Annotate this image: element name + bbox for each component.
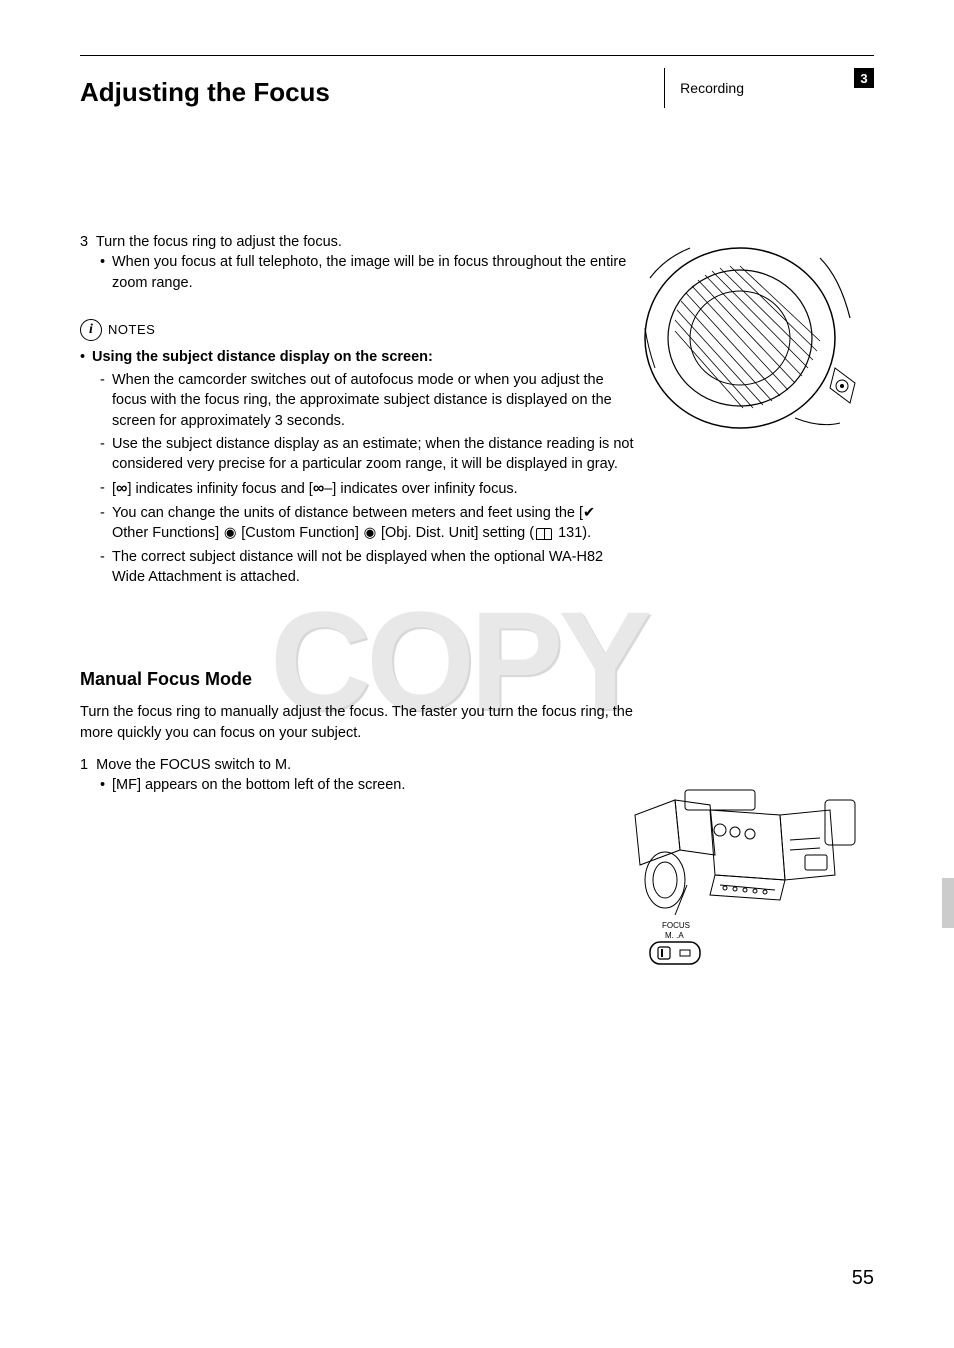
- notes-item: When the camcorder switches out of autof…: [100, 370, 635, 431]
- ma-label: M. .A: [665, 931, 684, 940]
- page-number: 55: [852, 1267, 874, 1290]
- camera-illustration: FOCUS M. .A: [620, 750, 872, 985]
- manual-focus-heading: Manual Focus Mode: [80, 667, 635, 692]
- header-right: Recording 3: [664, 68, 874, 108]
- step-text-body: Turn the focus ring to adjust the focus.: [96, 234, 342, 250]
- step-text: 1 Move the FOCUS switch to M.: [80, 755, 635, 775]
- notes-heading-bullet: Using the subject distance display on th…: [80, 347, 635, 367]
- page-header: Adjusting the Focus Recording 3: [80, 55, 874, 108]
- info-icon: i: [80, 319, 102, 341]
- wrench-icon: ✔: [583, 505, 595, 521]
- notes-item: [∞] indicates infinity focus and [∞–] in…: [100, 478, 635, 500]
- header-category: Recording: [680, 80, 874, 96]
- nav-icon: ◉: [223, 527, 237, 541]
- lens-illustration: [640, 228, 870, 438]
- notes-label: NOTES: [108, 321, 155, 339]
- book-icon: [536, 528, 552, 540]
- step-number: 3: [80, 234, 88, 250]
- infinity-minus-icon: ∞: [313, 480, 324, 497]
- step-bullet: [MF] appears on the bottom left of the s…: [100, 775, 635, 795]
- focus-label: FOCUS: [662, 921, 690, 930]
- step-bullet: When you focus at full telephoto, the im…: [100, 252, 635, 293]
- notes-item: You can change the units of distance bet…: [100, 503, 635, 544]
- page-title: Adjusting the Focus: [80, 77, 330, 108]
- step-number: 1: [80, 757, 88, 773]
- notes-item: Use the subject distance display as an e…: [100, 434, 635, 475]
- chapter-badge: 3: [854, 68, 874, 88]
- notes-header: i NOTES: [80, 319, 635, 341]
- step-text-body: Move the FOCUS switch to M.: [96, 757, 291, 773]
- infinity-icon: ∞: [116, 480, 127, 497]
- step-3: 3 Turn the focus ring to adjust the focu…: [80, 232, 635, 293]
- manual-focus-para: Turn the focus ring to manually adjust t…: [80, 702, 635, 743]
- header-divider: [664, 68, 665, 108]
- nav-icon: ◉: [363, 527, 377, 541]
- step-text: 3 Turn the focus ring to adjust the focu…: [80, 232, 635, 252]
- notes-heading: Using the subject distance display on th…: [92, 349, 433, 365]
- notes-item: The correct subject distance will not be…: [100, 547, 635, 588]
- step-1: 1 Move the FOCUS switch to M. [MF] appea…: [80, 755, 635, 796]
- side-tab: [942, 878, 954, 928]
- content-area: 3 Turn the focus ring to adjust the focu…: [80, 232, 635, 802]
